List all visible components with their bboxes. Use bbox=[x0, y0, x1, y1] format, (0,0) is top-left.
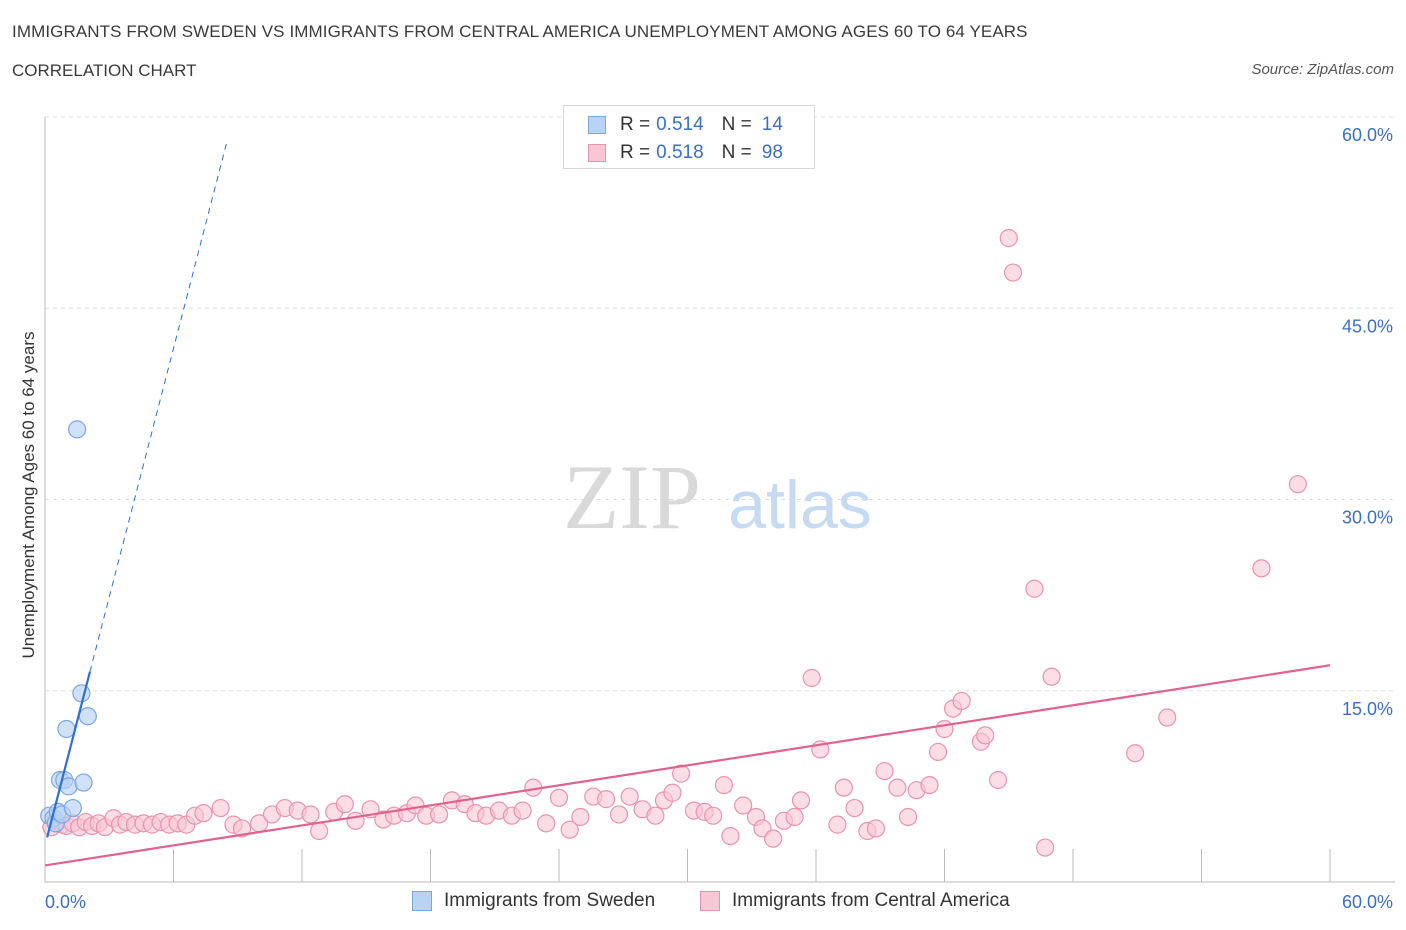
central-america-point bbox=[866, 819, 886, 838]
central-america-point bbox=[952, 691, 971, 711]
legend-n-value: 14 bbox=[761, 114, 783, 135]
central-america-series-label: Immigrants from Central America bbox=[732, 890, 1010, 911]
chart-subtitle: CORRELATION CHART bbox=[12, 61, 197, 80]
sweden-points bbox=[40, 420, 97, 833]
central-america-point bbox=[802, 668, 821, 688]
chart-title: IMMIGRANTS FROM SWEDEN VS IMMIGRANTS FRO… bbox=[12, 22, 1028, 41]
central-america-point bbox=[764, 829, 783, 848]
central-america-point bbox=[1126, 744, 1145, 763]
central-america-point bbox=[714, 775, 734, 795]
central-america-point bbox=[620, 787, 639, 806]
sweden-point bbox=[72, 684, 91, 703]
central-america-point bbox=[988, 770, 1008, 790]
legend-r-value: 0.514 bbox=[656, 114, 704, 135]
central-america-swatch bbox=[588, 144, 606, 162]
legend-r-value: 0.518 bbox=[656, 142, 704, 163]
central-america-point bbox=[1042, 667, 1061, 686]
bottom-legend-central-america: Immigrants from Central America bbox=[700, 890, 1010, 912]
central-america-point bbox=[1288, 475, 1307, 494]
central-america-point bbox=[1036, 838, 1055, 857]
central-america-point bbox=[301, 805, 320, 824]
legend-r-label: R = bbox=[620, 114, 651, 135]
legend-n-label: N = bbox=[721, 114, 752, 135]
central-america-point bbox=[571, 807, 590, 827]
y-tick-label: 15.0% bbox=[1342, 699, 1393, 719]
central-america-trendline bbox=[44, 664, 1331, 867]
central-america-point bbox=[211, 798, 230, 818]
sweden-point bbox=[57, 719, 76, 739]
legend-n-label: N = bbox=[721, 142, 752, 163]
central-america-point bbox=[834, 778, 853, 797]
central-america-swatch bbox=[700, 891, 720, 911]
central-america-point bbox=[663, 783, 682, 802]
sweden-swatch bbox=[588, 116, 606, 134]
grid-layer bbox=[45, 116, 1395, 692]
central-america-point bbox=[513, 801, 532, 820]
central-america-point bbox=[1003, 263, 1023, 282]
central-america-point bbox=[785, 807, 804, 827]
central-america-point bbox=[310, 821, 329, 841]
y-tick-label: 30.0% bbox=[1342, 508, 1393, 528]
trend-layer bbox=[44, 141, 1331, 867]
central-america-point bbox=[791, 791, 811, 810]
axis-layer: 15.0% 30.0% 45.0% 60.0% 0.0% 60.0% bbox=[44, 117, 1395, 912]
central-america-point bbox=[609, 805, 629, 824]
central-america-point bbox=[194, 804, 213, 823]
central-america-point bbox=[721, 826, 740, 846]
central-america-point bbox=[646, 806, 665, 825]
central-america-point bbox=[845, 798, 864, 818]
x-tick-label: 60.0% bbox=[1342, 892, 1393, 912]
sweden-swatch bbox=[412, 891, 432, 911]
central-america-point bbox=[828, 815, 847, 834]
central-america-point bbox=[549, 788, 569, 807]
legend-row-sweden: R = 0.514 N = 14 bbox=[588, 113, 783, 137]
central-america-point bbox=[1158, 708, 1177, 727]
central-america-point bbox=[935, 719, 954, 739]
central-america-point bbox=[920, 775, 939, 795]
central-america-point bbox=[597, 790, 616, 809]
sweden-trendline bbox=[46, 671, 92, 838]
central-america-point bbox=[560, 820, 579, 839]
y-tick-label: 60.0% bbox=[1342, 125, 1393, 145]
central-america-point bbox=[537, 814, 556, 833]
central-america-point bbox=[232, 819, 252, 838]
watermark-zip: ZIP bbox=[563, 446, 701, 548]
sweden-point bbox=[78, 707, 97, 726]
central-america-point bbox=[429, 805, 449, 824]
sweden-point bbox=[63, 798, 82, 818]
sweden-point bbox=[74, 773, 93, 792]
central-america-point bbox=[1025, 579, 1044, 598]
central-america-point bbox=[898, 807, 918, 827]
central-america-point bbox=[1252, 559, 1271, 578]
sweden-trendline-extension bbox=[89, 141, 228, 672]
central-america-point bbox=[734, 796, 753, 815]
sweden-point bbox=[68, 420, 87, 439]
central-america-point bbox=[346, 811, 365, 830]
central-america-point bbox=[875, 761, 894, 781]
x-tick-label: 0.0% bbox=[45, 892, 86, 912]
legend-r-label: R = bbox=[620, 142, 651, 163]
central-america-point bbox=[976, 726, 995, 745]
correlation-legend: R = 0.514 N = 14 R = 0.518 N = 98 bbox=[563, 105, 815, 169]
legend-row-central-america: R = 0.518 N = 98 bbox=[588, 141, 783, 165]
y-axis-label: Unemployment Among Ages 60 to 64 years bbox=[19, 332, 38, 659]
watermark-atlas: atlas bbox=[728, 467, 872, 543]
central-america-point bbox=[999, 229, 1018, 248]
source-credit: Source: ZipAtlas.com bbox=[1251, 61, 1394, 78]
y-tick-label: 45.0% bbox=[1342, 316, 1393, 336]
central-america-point bbox=[888, 778, 907, 797]
central-america-point bbox=[335, 795, 354, 814]
sweden-series-label: Immigrants from Sweden bbox=[444, 890, 656, 911]
central-america-point bbox=[928, 742, 948, 762]
bottom-legend-sweden: Immigrants from Sweden bbox=[412, 890, 655, 912]
legend-n-value: 98 bbox=[761, 142, 783, 163]
central-america-point bbox=[704, 806, 723, 825]
central-america-point bbox=[671, 764, 691, 783]
